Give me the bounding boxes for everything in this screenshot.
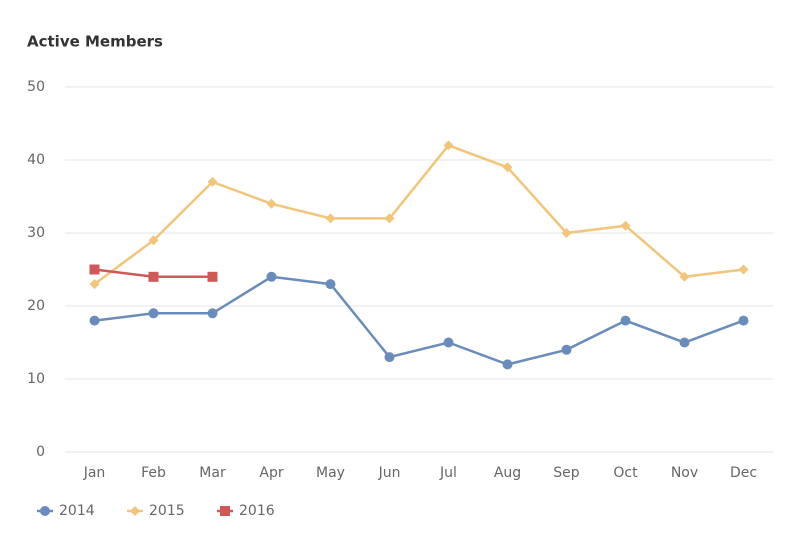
data-point <box>325 279 336 290</box>
data-point <box>148 235 159 246</box>
series-line <box>94 275 744 366</box>
x-tick-label: Jan <box>83 465 106 481</box>
data-point <box>89 279 100 290</box>
legend-marker <box>130 506 140 516</box>
data-point <box>148 271 159 282</box>
legend-label: 2015 <box>149 503 185 519</box>
data-point <box>738 264 749 275</box>
x-tick-label: Sep <box>553 465 580 481</box>
data-point <box>207 308 218 319</box>
data-point <box>266 271 277 282</box>
x-tick-label: Aug <box>494 465 521 481</box>
legend-marker <box>40 506 50 516</box>
data-point <box>679 271 690 282</box>
x-tick-label: Nov <box>671 465 698 481</box>
data-point <box>561 344 572 355</box>
data-point <box>620 315 631 326</box>
y-tick-label: 10 <box>27 371 45 387</box>
data-point <box>502 162 513 173</box>
chart-title: Active Members <box>27 33 163 51</box>
x-tick-label: Oct <box>613 465 638 481</box>
y-tick-label: 40 <box>27 152 45 168</box>
data-point <box>89 264 100 275</box>
y-tick-label: 30 <box>27 225 45 241</box>
data-point <box>443 337 454 348</box>
data-point <box>207 271 218 282</box>
x-tick-label: Jun <box>378 465 401 481</box>
data-point <box>620 220 631 231</box>
legend-label: 2014 <box>59 503 95 519</box>
data-point <box>561 228 572 238</box>
x-tick-label: Dec <box>730 465 757 481</box>
data-point <box>266 198 277 209</box>
x-tick-label: Apr <box>259 465 283 481</box>
x-tick-label: Jul <box>439 465 457 481</box>
x-tick-label: Feb <box>141 465 166 481</box>
data-point <box>325 213 336 224</box>
legend-marker <box>220 506 230 516</box>
y-tick-label: 20 <box>27 298 45 314</box>
data-point <box>148 308 159 319</box>
data-point <box>443 140 454 151</box>
data-point <box>89 315 100 326</box>
data-point <box>738 315 749 326</box>
x-tick-label: May <box>316 465 345 481</box>
data-point <box>384 213 395 224</box>
data-point <box>384 352 395 363</box>
data-point <box>502 359 513 370</box>
x-tick-label: Mar <box>199 465 226 481</box>
legend-label: 2016 <box>239 503 275 519</box>
series-line <box>93 143 744 286</box>
y-tick-label: 50 <box>27 79 45 95</box>
y-tick-label: 0 <box>36 444 45 460</box>
data-point <box>207 176 218 187</box>
data-point <box>679 337 690 348</box>
